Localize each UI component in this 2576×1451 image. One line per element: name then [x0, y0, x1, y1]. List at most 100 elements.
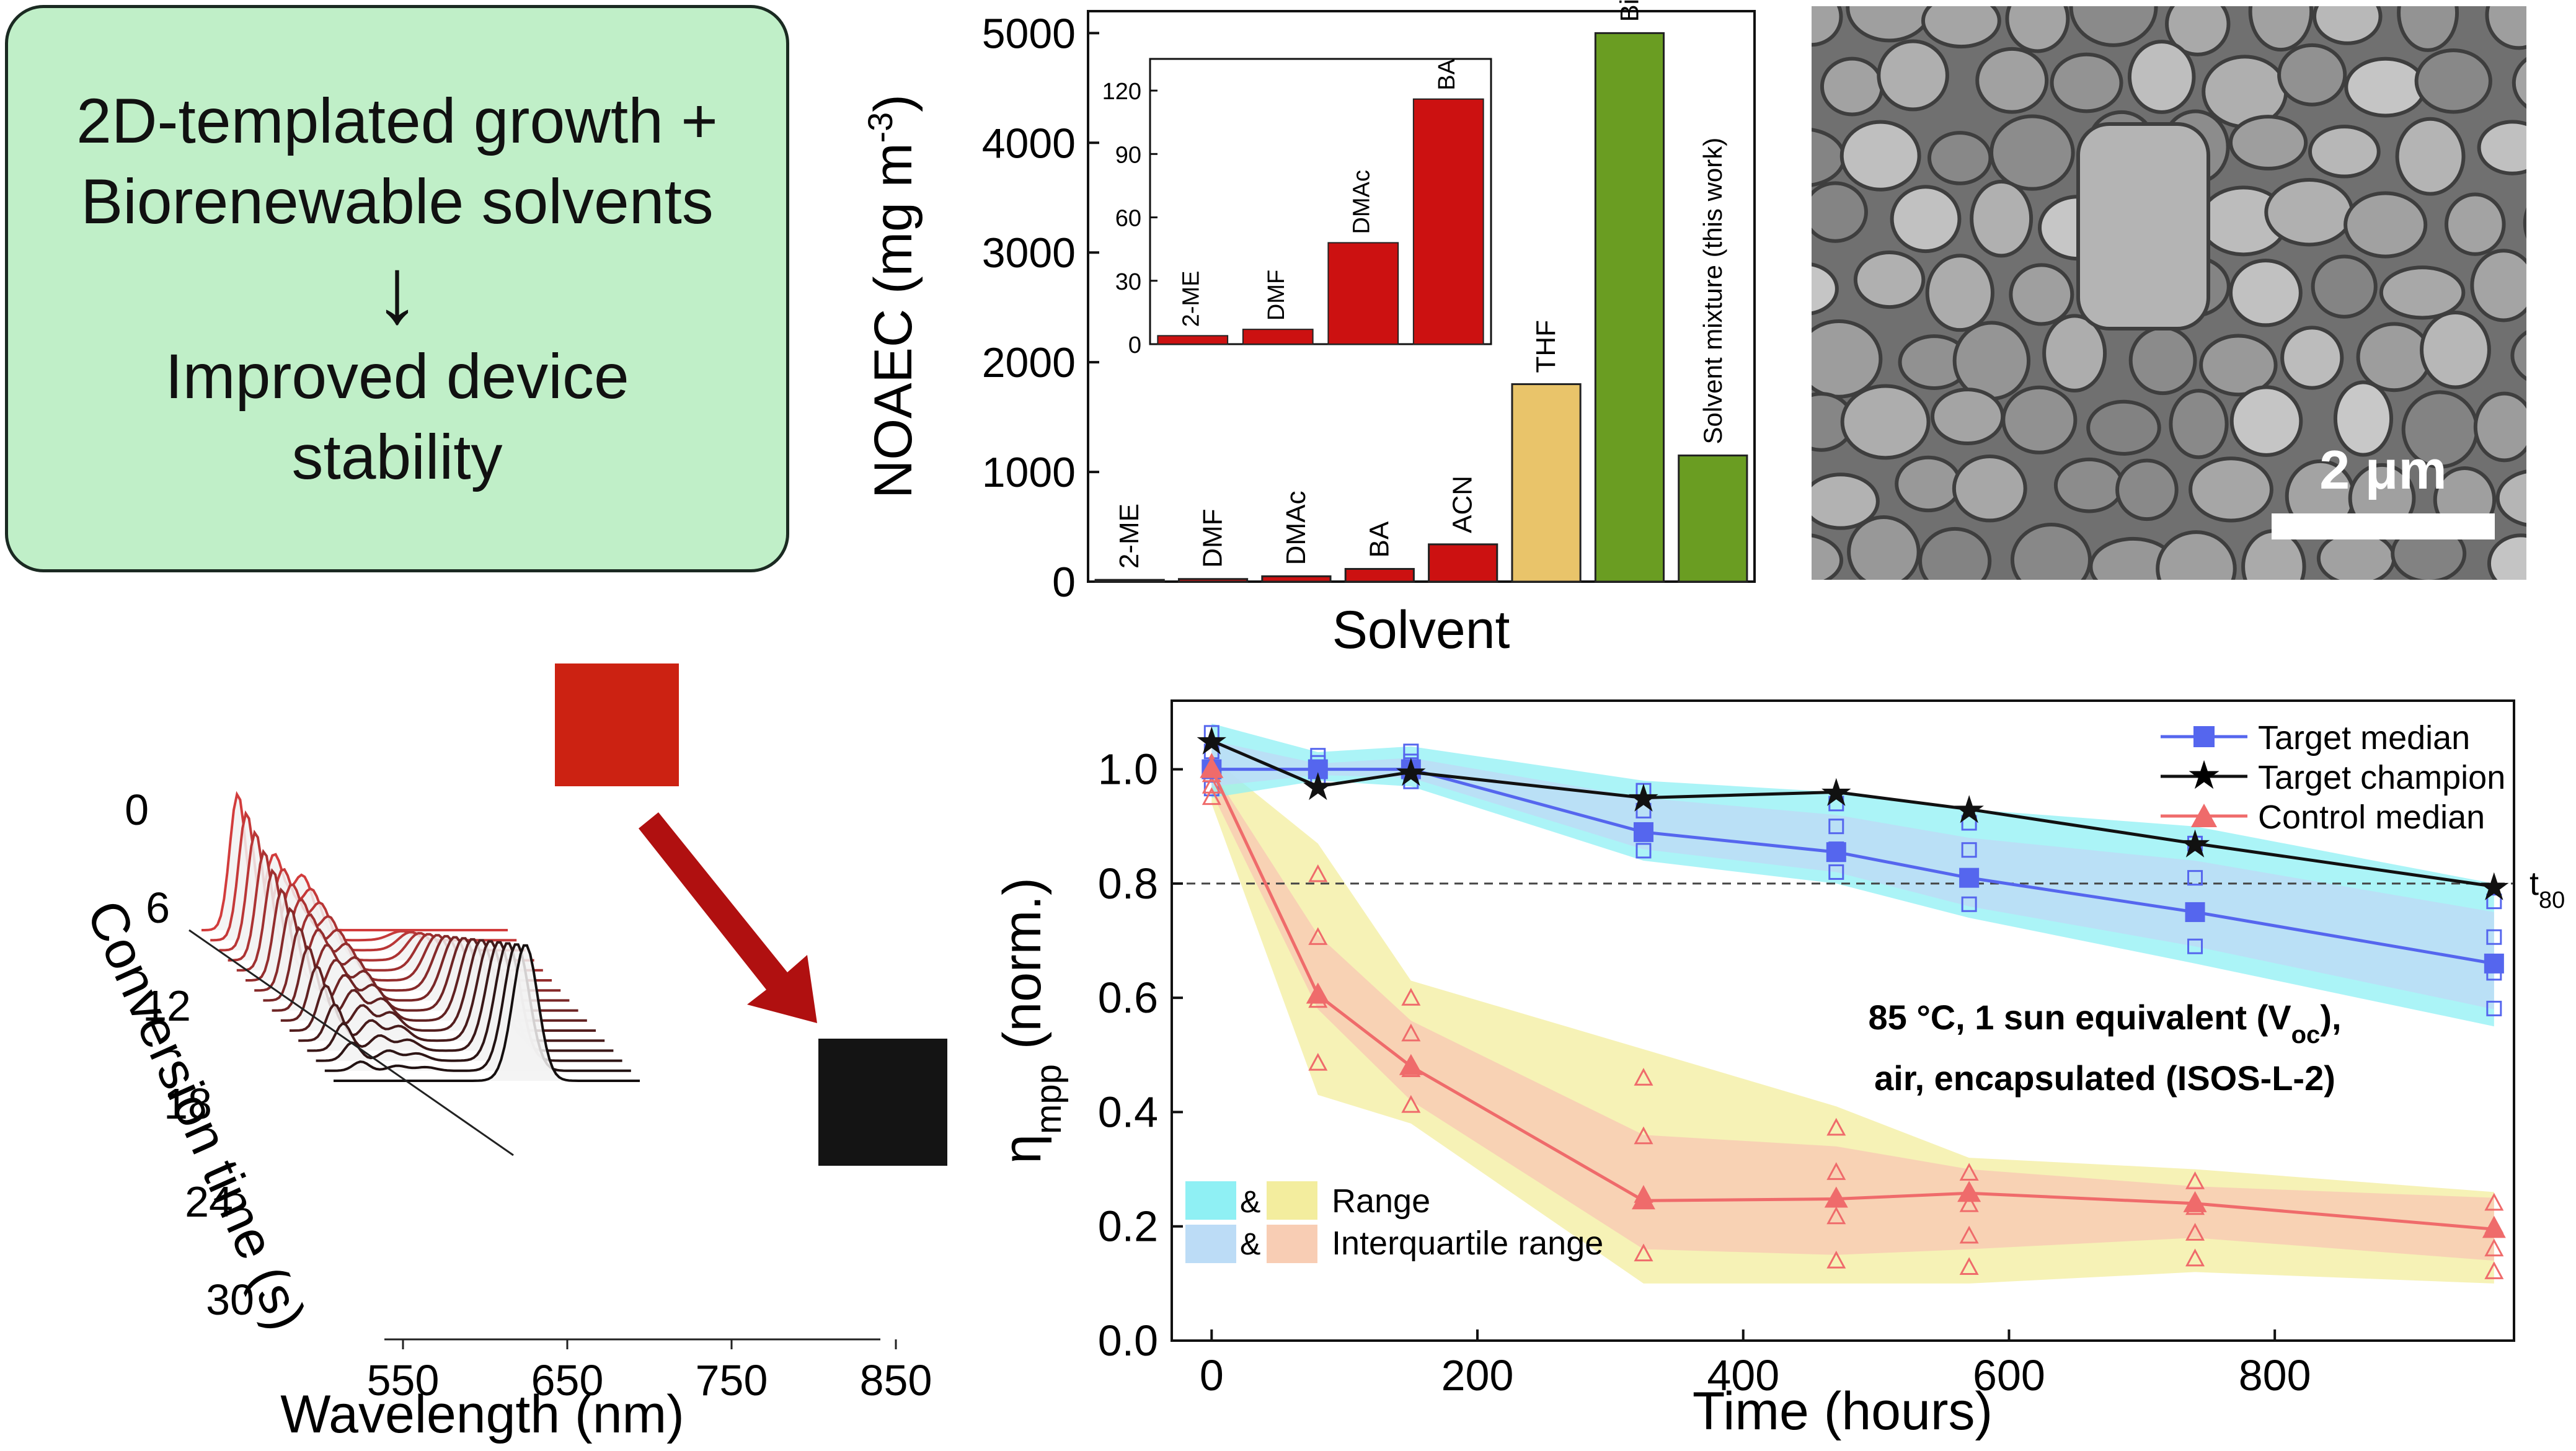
bar	[1177, 578, 1249, 583]
bar-category-label: DMF	[1198, 508, 1228, 567]
control-device-marker	[2185, 1248, 2205, 1267]
sem-grain	[2248, 6, 2314, 52]
pl-spectrum	[307, 941, 614, 1052]
sem-grain	[1877, 39, 1949, 112]
target-device-marker	[1961, 815, 1977, 831]
x-tick-label: 800	[2239, 1351, 2311, 1400]
sem-grain	[2280, 326, 2344, 390]
sem-grain	[2069, 6, 2158, 47]
target-median-point	[1633, 822, 1653, 842]
pl-spectrum-fill	[316, 943, 622, 1061]
sem-grain	[2344, 56, 2427, 118]
sem-grain	[2115, 458, 2179, 521]
sem-grain	[1975, 47, 2049, 114]
series-legend: Target median ★ Target champion Control …	[2161, 719, 2505, 836]
wavelength-tick-label: 650	[531, 1356, 604, 1404]
x-tick-label: 0	[1200, 1351, 1224, 1400]
series-line	[1210, 768, 2495, 1231]
bar	[1094, 579, 1165, 583]
bar-chart-ylabel: NOAEC (mg m-3)	[861, 94, 924, 499]
target-median-point	[1826, 842, 1846, 863]
sem-grain	[1970, 179, 2034, 258]
x-tick-label: 600	[1973, 1351, 2045, 1400]
sem-large-grain	[2076, 122, 2210, 331]
bar	[1261, 575, 1332, 583]
pl-spectrum	[316, 942, 622, 1062]
control-device-marker	[2484, 1238, 2504, 1257]
bar-category-label: Biorenewable solvent	[1614, 0, 1644, 22]
legend-cyan-swatch	[1185, 1181, 1236, 1220]
sem-grain	[1839, 120, 1921, 192]
inset-bar	[1412, 98, 1484, 345]
sem-grain	[2344, 191, 2428, 259]
pl-spectrum-fill	[307, 942, 614, 1051]
wavelength-tick-label: 750	[696, 1356, 768, 1404]
control-device-marker	[1401, 1094, 1421, 1113]
sem-grain	[1840, 384, 1931, 460]
sem-grain	[1918, 526, 1992, 580]
bar-category-label: BA	[1364, 521, 1394, 557]
target-device-marker	[1828, 864, 1844, 880]
target-device-marker	[1635, 843, 1652, 859]
stability-ylabel: ηmpp (norm.)	[993, 877, 1069, 1164]
legend-salmon-swatch	[1267, 1225, 1317, 1263]
control-device-marker	[2484, 1261, 2504, 1279]
bar	[1678, 455, 1748, 583]
sem-grain	[1820, 56, 1884, 117]
legend-star-icon: ★	[2186, 753, 2221, 797]
legend-amp-1: &	[1240, 1184, 1260, 1219]
y-tick-label: 0.6	[1098, 974, 1158, 1022]
stability-frame	[1171, 699, 2515, 1342]
sem-grain	[2169, 389, 2229, 459]
target-champion-point: ★	[1394, 752, 1428, 794]
target-median-point	[1401, 759, 1421, 779]
control-device-marker	[1634, 1243, 1653, 1262]
inset-bar	[1242, 329, 1314, 345]
control-device-marker	[1202, 787, 1221, 805]
time-tick-label: 0	[125, 786, 149, 834]
sem-grain	[2229, 385, 2303, 457]
summary-line-3: Improved device	[165, 340, 629, 412]
sem-grain	[2379, 265, 2466, 320]
target-champion-point: ★	[1301, 766, 1335, 809]
y-tick-label: 0.0	[1098, 1316, 1158, 1365]
target-device-marker	[2486, 894, 2502, 910]
bar-ytick-label: 4000	[982, 120, 1076, 167]
summary-box: 2D-templated growth + Biorenewable solve…	[5, 5, 789, 572]
control-device-marker	[1959, 1194, 1979, 1212]
bar-ytick-label: 3000	[982, 229, 1076, 277]
sem-grain	[2510, 330, 2526, 381]
target-champion-point: ★	[1952, 789, 1986, 832]
series-line	[1211, 768, 2495, 965]
y-tick-label: 1.0	[1098, 745, 1158, 794]
sem-grain	[2420, 310, 2491, 389]
sem-grain	[2495, 469, 2526, 527]
legend-square-icon	[2193, 726, 2215, 747]
control-device-marker	[1308, 927, 1328, 945]
sem-grain	[2311, 254, 2378, 319]
sem-grain	[2086, 399, 2161, 456]
sem-grain	[1812, 533, 1844, 580]
target-champion-point: ★	[2178, 823, 2213, 866]
time-axis	[188, 929, 514, 1156]
time-tick-label: 6	[146, 884, 170, 932]
target-device-marker	[1203, 725, 1219, 741]
wavelength-tick-label: 850	[860, 1356, 932, 1404]
target-median-point	[1959, 867, 1980, 888]
sem-grain	[2487, 533, 2526, 580]
pl-spectrum-fill	[298, 941, 605, 1041]
red-film-photo	[555, 663, 679, 786]
stability-xlabel: Time (hours)	[1693, 1382, 1993, 1441]
target-iqr-band	[1211, 740, 2494, 1009]
control-device-marker	[1308, 1052, 1328, 1071]
control-device-marker	[1634, 1126, 1653, 1145]
control-device-marker	[1959, 1225, 1979, 1244]
black-film-photo	[818, 1039, 947, 1166]
x-tick-label: 200	[1441, 1351, 1514, 1400]
t80-label: t80	[2530, 865, 2565, 913]
pl-spectrum	[334, 944, 640, 1082]
sem-grain	[2229, 259, 2303, 327]
sem-grain	[2523, 207, 2526, 239]
target-device-marker	[2486, 1000, 2502, 1016]
sem-grain	[2470, 249, 2526, 322]
